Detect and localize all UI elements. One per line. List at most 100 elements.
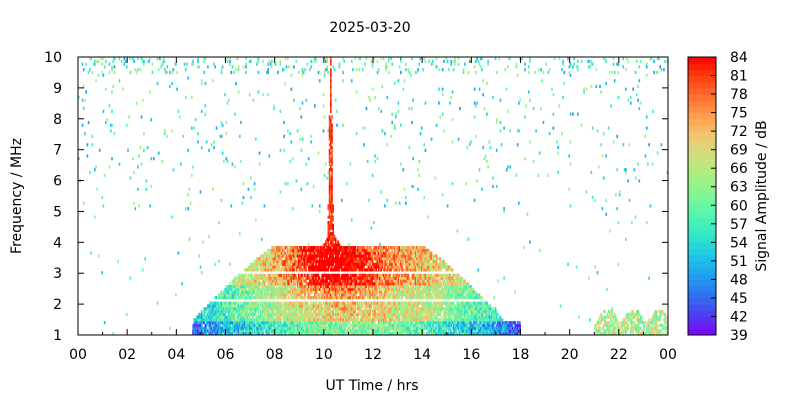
heatmap-cell: [376, 59, 379, 63]
heatmap-cell: [368, 321, 370, 325]
heatmap-cell: [230, 310, 233, 314]
heatmap-cell: [258, 282, 261, 286]
heatmap-cell: [228, 290, 230, 294]
heatmap-cell: [332, 240, 335, 244]
heatmap-cell: [230, 332, 233, 336]
heatmap-cell: [291, 321, 294, 325]
heatmap-cell: [390, 310, 392, 314]
heatmap-cell: [248, 301, 251, 305]
heatmap-cell: [216, 315, 219, 319]
heatmap-cell: [252, 268, 255, 272]
heatmap-cell: [385, 282, 387, 286]
heatmap-cell: [411, 251, 413, 255]
heatmap-cell: [102, 57, 105, 61]
heatmap-cell: [205, 323, 208, 328]
heatmap-cell: [272, 257, 274, 261]
heatmap-cell: [332, 329, 335, 333]
heatmap-cell: [411, 246, 413, 250]
heatmap-cell: [291, 307, 294, 311]
heatmap-cell: [288, 296, 290, 300]
heatmap-cell: [376, 279, 379, 283]
heatmap-cell: [278, 321, 281, 325]
heatmap-cell: [315, 254, 317, 258]
heatmap-cell: [221, 304, 224, 308]
heatmap-cell: [291, 329, 294, 333]
heatmap-cell: [327, 232, 330, 236]
heatmap-cell: [221, 315, 224, 319]
heatmap-cell: [202, 332, 204, 336]
heatmap-cell: [253, 312, 256, 316]
heatmap-cell: [282, 329, 284, 333]
heatmap-cell: [409, 315, 412, 319]
heatmap-cell: [305, 162, 308, 166]
heatmap-cell: [346, 307, 348, 311]
heatmap-cell: [220, 120, 223, 125]
heatmap-cell: [259, 262, 262, 266]
heatmap-cell: [344, 287, 347, 291]
heatmap-cell: [248, 310, 251, 314]
heatmap-cell: [330, 57, 332, 61]
heatmap-cell: [344, 307, 347, 311]
heatmap-cell: [258, 323, 261, 328]
heatmap-cell: [354, 332, 357, 336]
heatmap-cell: [212, 304, 214, 308]
heatmap-cell: [376, 157, 379, 161]
heatmap-cell: [343, 273, 346, 277]
heatmap-cell: [267, 326, 269, 330]
heatmap-cell: [381, 329, 384, 333]
heatmap-cell: [359, 310, 362, 314]
heatmap-cell: [314, 310, 316, 314]
heatmap-cell: [274, 279, 277, 283]
heatmap-cell: [255, 310, 257, 314]
heatmap-cell: [342, 70, 344, 75]
heatmap-cell: [230, 315, 233, 319]
heatmap-cell: [213, 326, 215, 330]
heatmap-cell: [261, 259, 263, 264]
heatmap-cell: [384, 290, 386, 294]
heatmap-cell: [306, 312, 309, 316]
heatmap-cell: [95, 165, 97, 169]
heatmap-cell: [370, 321, 373, 325]
heatmap-cell: [338, 304, 341, 308]
heatmap-cell: [193, 321, 196, 325]
heatmap-cell: [305, 301, 308, 305]
heatmap-cell: [333, 290, 336, 294]
heatmap-cell: [341, 276, 343, 280]
heatmap-cell: [294, 276, 296, 280]
heatmap-cell: [197, 315, 199, 319]
heatmap-cell: [214, 304, 217, 308]
heatmap-cell: [373, 265, 375, 269]
heatmap-cell: [353, 290, 355, 294]
heatmap-cell: [347, 268, 349, 272]
heatmap-cell: [230, 326, 233, 330]
heatmap-cell: [256, 287, 258, 291]
heatmap-cell: [385, 326, 387, 330]
heatmap-cell: [289, 259, 292, 264]
heatmap-cell: [229, 329, 231, 333]
heatmap-cell: [268, 321, 271, 325]
heatmap-cell: [332, 310, 335, 314]
heatmap-cell: [204, 310, 207, 314]
heatmap-cell: [382, 276, 385, 280]
heatmap-cell: [204, 57, 207, 61]
heatmap-cell: [317, 321, 320, 325]
heatmap-cell: [259, 254, 262, 258]
heatmap-cell: [245, 290, 247, 294]
heatmap-cell: [208, 312, 210, 316]
heatmap-cell: [361, 321, 364, 325]
heatmap-cell: [310, 279, 312, 283]
heatmap-cell: [239, 296, 241, 300]
heatmap-cell: [240, 304, 242, 308]
heatmap-cell: [242, 65, 245, 69]
heatmap-cell: [277, 246, 279, 250]
heatmap-cell: [344, 282, 347, 286]
heatmap-cell: [289, 265, 292, 269]
heatmap-cell: [82, 107, 85, 111]
heatmap-cell: [258, 259, 261, 264]
heatmap-cell: [247, 332, 250, 336]
heatmap-cell: [230, 70, 233, 75]
heatmap-cell: [304, 246, 306, 250]
heatmap-cell: [412, 273, 414, 277]
heatmap-cell: [393, 268, 396, 272]
heatmap-cell: [110, 123, 112, 127]
